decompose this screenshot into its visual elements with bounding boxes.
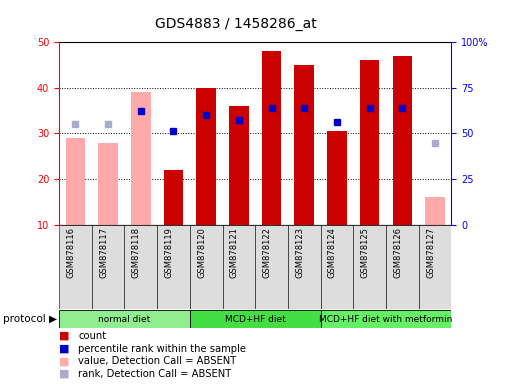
Bar (360, 61, 380, 225)
Text: normal diet: normal diet (98, 314, 150, 324)
Text: ■: ■ (59, 356, 69, 366)
Bar (196, 88, 216, 225)
Text: GSM878119: GSM878119 (165, 227, 173, 278)
Bar (229, 106, 249, 225)
Bar (321, 225, 353, 309)
Text: percentile rank within the sample: percentile rank within the sample (78, 344, 246, 354)
Text: MCD+HF diet: MCD+HF diet (225, 314, 286, 324)
Bar (255, 225, 288, 309)
Text: ■: ■ (59, 331, 69, 341)
Text: ■: ■ (59, 369, 69, 379)
Bar (425, 197, 445, 225)
Bar (190, 225, 223, 309)
Text: GSM878126: GSM878126 (393, 227, 402, 278)
Bar (392, 56, 412, 225)
Bar (419, 225, 451, 309)
Bar (59, 310, 190, 328)
Bar (157, 225, 190, 309)
Text: GSM878122: GSM878122 (263, 227, 271, 278)
Text: GSM878121: GSM878121 (230, 227, 239, 278)
Bar (59, 225, 92, 309)
Text: value, Detection Call = ABSENT: value, Detection Call = ABSENT (78, 356, 236, 366)
Bar (294, 65, 314, 225)
Text: ■: ■ (59, 344, 69, 354)
Text: GSM878127: GSM878127 (426, 227, 435, 278)
Bar (321, 310, 451, 328)
Text: GSM878118: GSM878118 (132, 227, 141, 278)
Text: GSM878123: GSM878123 (295, 227, 304, 278)
Text: MCD+HF diet with metformin: MCD+HF diet with metformin (320, 314, 452, 324)
Bar (223, 225, 255, 309)
Bar (164, 170, 183, 225)
Bar (327, 131, 347, 225)
Bar (124, 225, 157, 309)
Bar (131, 93, 150, 225)
Text: ▶: ▶ (49, 314, 57, 324)
Text: GSM878116: GSM878116 (66, 227, 75, 278)
Bar (92, 225, 125, 309)
Bar (98, 142, 118, 225)
Text: count: count (78, 331, 107, 341)
Text: GSM878120: GSM878120 (197, 227, 206, 278)
Text: GDS4883 / 1458286_at: GDS4883 / 1458286_at (155, 17, 317, 31)
Bar (386, 225, 419, 309)
Bar (353, 225, 386, 309)
Bar (288, 225, 321, 309)
Bar (262, 51, 281, 225)
Text: GSM878117: GSM878117 (99, 227, 108, 278)
Text: GSM878125: GSM878125 (361, 227, 370, 278)
Text: GSM878124: GSM878124 (328, 227, 337, 278)
Text: rank, Detection Call = ABSENT: rank, Detection Call = ABSENT (78, 369, 232, 379)
Bar (190, 310, 321, 328)
Text: protocol: protocol (3, 314, 45, 324)
Bar (66, 138, 85, 225)
